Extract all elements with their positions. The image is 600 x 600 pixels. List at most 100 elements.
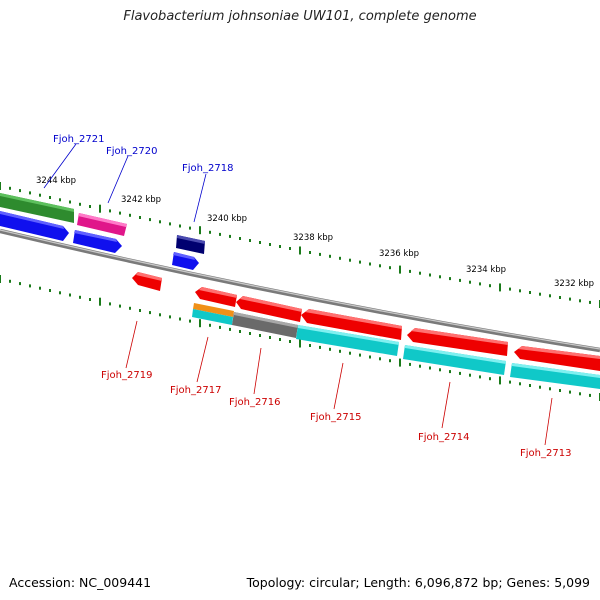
minor-tick <box>39 193 41 197</box>
gene-label-fjoh-2717[interactable]: Fjoh_2717 <box>170 385 221 396</box>
minor-tick <box>539 292 541 296</box>
gene-label-fjoh-2714[interactable]: Fjoh_2714 <box>418 432 469 443</box>
gene-label-fjoh-2721[interactable]: Fjoh_2721 <box>53 134 104 145</box>
gene-block-green[interactable] <box>0 193 74 223</box>
gene-block-red-2713[interactable] <box>514 346 600 371</box>
scale-label-3240: 3240 kbp <box>207 214 247 224</box>
minor-tick <box>449 277 451 281</box>
minor-tick <box>429 366 431 370</box>
scale-label-3232: 3232 kbp <box>554 279 594 289</box>
gene-block-gray[interactable] <box>232 312 298 338</box>
minor-tick <box>269 243 271 246</box>
minor-tick <box>129 306 131 310</box>
gene-block-red-2714[interactable] <box>407 328 508 356</box>
minor-tick <box>459 278 461 282</box>
minor-tick <box>519 382 521 386</box>
minor-tick <box>419 364 421 368</box>
forward-gene-labels: Fjoh_2721 Fjoh_2720 Fjoh_2718 <box>43 134 233 223</box>
major-tick <box>399 265 401 274</box>
minor-tick <box>59 198 61 202</box>
minor-tick <box>129 213 131 217</box>
gene-block-red-2716[interactable] <box>236 296 302 322</box>
minor-tick <box>119 211 121 215</box>
major-tick <box>99 204 101 213</box>
minor-tick <box>459 371 461 375</box>
gene-block-red-2717[interactable] <box>195 287 237 307</box>
minor-tick <box>369 262 371 266</box>
major-tick <box>499 283 501 292</box>
major-tick <box>299 246 301 255</box>
minor-tick <box>319 345 321 349</box>
gene-block-blue-1[interactable] <box>0 211 69 241</box>
gene-label-fjoh-2715[interactable]: Fjoh_2715 <box>310 412 361 423</box>
minor-tick <box>309 344 311 347</box>
reverse-gene-labels: Fjoh_2719 Fjoh_2717 Fjoh_2716 Fjoh_2715 … <box>101 320 571 459</box>
minor-tick <box>379 264 381 268</box>
scale-label-3244: 3244 kbp <box>36 176 76 186</box>
minor-tick <box>409 362 411 366</box>
gene-label-fjoh-2716[interactable]: Fjoh_2716 <box>229 397 280 408</box>
minor-tick <box>479 282 481 286</box>
minor-tick <box>489 284 491 288</box>
minor-tick <box>439 368 441 372</box>
minor-tick <box>9 279 11 283</box>
gene-block-cyan-small[interactable] <box>192 309 233 325</box>
minor-tick <box>469 280 471 284</box>
gene-block-blue-3[interactable] <box>172 252 199 270</box>
gene-block-cyan-1[interactable] <box>296 325 399 356</box>
minor-tick <box>409 269 411 273</box>
scale-label-3242: 3242 kbp <box>121 195 161 205</box>
minor-tick <box>339 256 341 260</box>
minor-tick <box>189 319 191 323</box>
minor-tick <box>109 302 111 306</box>
minor-tick <box>59 291 61 295</box>
minor-tick <box>109 209 111 213</box>
minor-tick <box>469 373 471 377</box>
gene-block-orange[interactable] <box>193 303 234 317</box>
major-tick <box>199 226 201 235</box>
minor-tick <box>249 332 251 335</box>
minor-tick <box>179 317 181 321</box>
gene-block-cyan-3[interactable] <box>510 363 600 389</box>
minor-tick <box>529 384 531 387</box>
minor-tick <box>259 241 261 244</box>
gene-label-fjoh-2713[interactable]: Fjoh_2713 <box>520 448 571 459</box>
minor-tick <box>589 300 591 304</box>
minor-tick <box>239 330 241 333</box>
minor-tick <box>69 293 71 297</box>
minor-tick <box>219 232 221 236</box>
minor-tick <box>359 260 361 264</box>
minor-tick <box>29 284 31 288</box>
major-tick <box>499 376 501 385</box>
gene-label-fjoh-2719[interactable]: Fjoh_2719 <box>101 370 152 381</box>
gene-block-blue-2[interactable] <box>73 230 122 253</box>
minor-tick <box>49 289 51 292</box>
accession-text: Accession: NC_009441 <box>9 575 152 590</box>
gene-label-fjoh-2718[interactable]: Fjoh_2718 <box>182 163 233 174</box>
minor-tick <box>29 191 31 195</box>
minor-tick <box>189 226 191 230</box>
major-tick <box>399 358 401 367</box>
minor-tick <box>369 355 371 359</box>
gene-block-cyan-2[interactable] <box>403 345 506 375</box>
minor-tick <box>149 218 151 222</box>
lower-tick-row <box>0 275 600 401</box>
minor-tick <box>309 251 311 254</box>
gene-label-fjoh-2720[interactable]: Fjoh_2720 <box>106 146 157 157</box>
minor-tick <box>509 380 511 384</box>
gene-block-pink[interactable] <box>77 213 127 236</box>
minor-tick <box>79 295 81 299</box>
minor-tick <box>569 297 571 301</box>
minor-tick <box>549 387 551 391</box>
minor-tick <box>519 289 521 293</box>
minor-tick <box>429 273 431 277</box>
gene-block-red-2715[interactable] <box>301 309 402 340</box>
minor-tick <box>259 334 261 337</box>
minor-tick <box>229 234 231 238</box>
minor-tick <box>149 311 151 315</box>
minor-tick <box>169 222 171 226</box>
minor-tick <box>49 196 51 199</box>
minor-tick <box>209 230 211 234</box>
